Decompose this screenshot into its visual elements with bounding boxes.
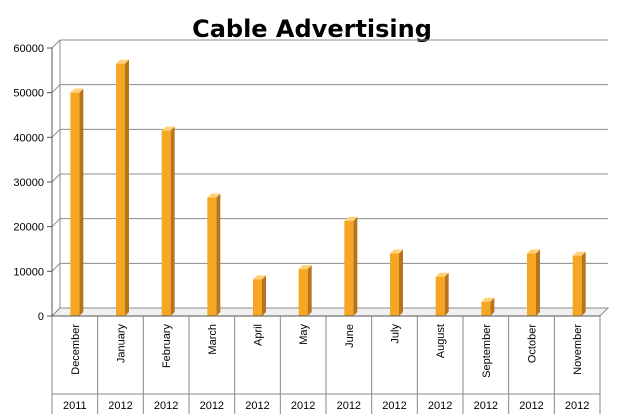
- y-axis-ticks: 0 10000 20000 30000 40000 50000 60000: [13, 43, 53, 323]
- x-year-label: 2011: [63, 400, 87, 412]
- chart-floor: [50, 307, 610, 317]
- bar-front: [481, 301, 491, 316]
- bar-front: [161, 130, 171, 316]
- bar-side: [536, 249, 540, 316]
- bar-top: [298, 265, 312, 270]
- x-year-label: 2012: [245, 400, 269, 412]
- x-year-label: 2012: [154, 400, 178, 412]
- x-category-label: February: [161, 324, 173, 369]
- bar: [390, 249, 403, 316]
- bar-top: [572, 251, 586, 256]
- bar: [207, 193, 221, 316]
- bar-side: [353, 216, 358, 316]
- grid-slant: [51, 128, 61, 138]
- grid-slant: [51, 307, 61, 317]
- x-year-label: 2012: [428, 400, 452, 412]
- bar-side: [444, 272, 449, 316]
- x-category-label: June: [344, 324, 356, 348]
- x-category-label: July: [390, 324, 402, 344]
- x-year-label: 2012: [337, 400, 361, 412]
- y-tick-label: 10000: [13, 266, 44, 278]
- bar-top: [390, 249, 403, 254]
- bar-front: [435, 276, 445, 316]
- y-tick-label: 40000: [13, 132, 44, 144]
- bar: [70, 88, 84, 317]
- x-category-label: March: [207, 324, 219, 355]
- bar: [435, 272, 449, 316]
- bar-front: [390, 253, 399, 316]
- bar-front: [253, 279, 262, 316]
- grid-slant: [51, 218, 61, 228]
- x-year-label: 2012: [519, 400, 543, 412]
- bar-side: [216, 193, 221, 316]
- x-category-label: April: [253, 324, 265, 346]
- bar-top: [116, 59, 129, 64]
- bar-side: [262, 275, 266, 316]
- bar: [344, 216, 358, 316]
- bar-side: [170, 126, 175, 316]
- x-year-label: 2012: [565, 400, 589, 412]
- y-tick-label: 0: [38, 311, 44, 323]
- bar-top: [435, 272, 449, 277]
- bar-side: [307, 265, 312, 316]
- bar-side: [490, 297, 495, 316]
- x-axis: December 2011 January 2012 February 2012 March…: [51, 315, 601, 414]
- bar-side: [399, 249, 403, 316]
- bar-front: [572, 255, 582, 316]
- x-category-label: May: [298, 324, 310, 345]
- bar: [481, 297, 495, 316]
- bar-top: [70, 88, 84, 93]
- bar-front: [344, 220, 354, 316]
- y-tick-label: 30000: [13, 177, 44, 189]
- x-year-label: 2012: [200, 400, 224, 412]
- x-category-label: September: [481, 324, 493, 378]
- x-category-label: November: [572, 324, 584, 375]
- bar-series: [70, 59, 586, 317]
- x-category-label: January: [116, 324, 128, 364]
- bar-top: [161, 126, 175, 131]
- grid-slant: [51, 39, 61, 49]
- x-category-label: December: [70, 324, 82, 375]
- bar: [527, 249, 540, 316]
- x-year-label: 2012: [382, 400, 406, 412]
- grid-lines: [50, 39, 610, 317]
- y-tick-label: 50000: [13, 88, 44, 100]
- bar-front: [298, 269, 308, 316]
- bar: [116, 59, 129, 317]
- bar-side: [125, 59, 129, 317]
- bar: [572, 251, 586, 316]
- bar-front: [207, 197, 217, 316]
- bar-side: [581, 251, 586, 316]
- bar-top: [481, 297, 495, 302]
- x-category-label: August: [435, 324, 447, 358]
- bar-top: [207, 193, 221, 198]
- bar: [298, 265, 312, 316]
- bar-top: [344, 216, 358, 221]
- bar-front: [116, 63, 125, 317]
- bar-top: [527, 249, 540, 254]
- y-tick-label: 60000: [13, 43, 44, 55]
- grid-slant: [51, 262, 61, 272]
- x-year-label: 2012: [474, 400, 498, 412]
- chart-title: Cable Advertising: [192, 15, 432, 43]
- y-tick-label: 20000: [13, 222, 44, 234]
- grid-slant: [51, 173, 61, 183]
- grid-slant: [51, 84, 61, 94]
- bar-top: [253, 275, 266, 280]
- x-category-label: October: [527, 324, 539, 363]
- bar: [253, 275, 266, 316]
- bar-side: [79, 88, 84, 317]
- bar-front: [527, 253, 536, 316]
- bar: [161, 126, 175, 316]
- x-year-label: 2012: [108, 400, 132, 412]
- bar-front: [70, 92, 80, 317]
- x-year-label: 2012: [291, 400, 315, 412]
